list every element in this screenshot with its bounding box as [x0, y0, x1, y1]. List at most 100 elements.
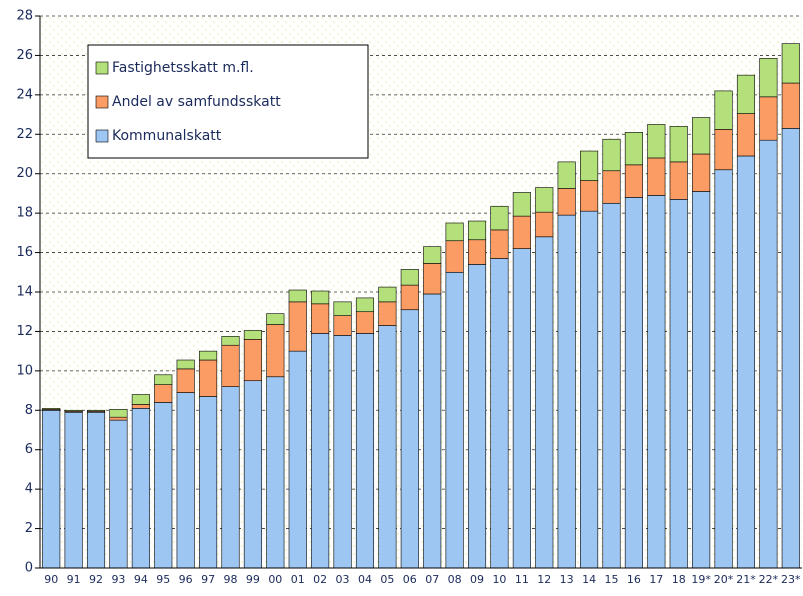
bar-segment: [154, 384, 173, 403]
bar-segment: [624, 197, 643, 569]
x-tick-label: 00: [268, 573, 282, 586]
x-tick-label: 15: [605, 573, 619, 586]
bar-segment: [42, 409, 61, 569]
x-tick-label: 20*: [714, 573, 734, 586]
bar-segment: [154, 402, 173, 569]
bar-segment: [221, 344, 240, 387]
bar-segment: [266, 324, 285, 378]
bar-segment: [355, 311, 375, 334]
bar-segment: [311, 290, 330, 305]
bar-segment: [400, 309, 419, 569]
bar-segment: [199, 359, 218, 397]
bar-segment: [467, 220, 487, 241]
bar-segment: [109, 416, 128, 421]
y-tick-label: 0: [25, 561, 33, 576]
y-tick-label: 8: [25, 403, 33, 418]
x-tick-label: 19*: [691, 573, 711, 586]
x-tick-label: 05: [380, 573, 394, 586]
x-tick-label: 98: [224, 573, 238, 586]
bar-segment: [378, 286, 397, 303]
x-tick-label: 21*: [736, 573, 756, 586]
bar-segment: [131, 394, 150, 405]
bar-segment: [266, 376, 285, 569]
y-tick-label: 28: [16, 9, 33, 24]
bar-segment: [759, 139, 778, 569]
x-tick-label: 13: [560, 573, 574, 586]
bar-segment: [288, 289, 307, 303]
bar-segment: [759, 58, 778, 98]
bar-segment: [736, 113, 756, 157]
bar-segment: [535, 187, 554, 213]
bar-segment: [647, 124, 666, 159]
bar-segment: [624, 132, 643, 166]
bar-segment: [154, 374, 173, 385]
y-tick-label: 18: [16, 206, 33, 221]
bar-segment: [692, 191, 711, 569]
y-tick-label: 10: [16, 363, 33, 378]
bar-segment: [557, 188, 576, 216]
legend-label: Kommunalskatt: [112, 128, 222, 144]
bar-segment: [445, 222, 464, 242]
bar-segment: [311, 333, 330, 569]
bar-segment: [714, 169, 733, 569]
bar-segment: [781, 82, 800, 129]
bar-segment: [423, 263, 442, 295]
x-tick-label: 91: [67, 573, 81, 586]
bar-segment: [109, 408, 128, 418]
legend-swatch: [95, 129, 109, 143]
bar-segment: [86, 409, 106, 412]
y-tick-label: 16: [16, 245, 33, 260]
y-tick-label: 20: [16, 166, 33, 181]
bar-segment: [557, 161, 576, 189]
bar-segment: [467, 264, 487, 569]
bar-segment: [535, 236, 554, 569]
bar-segment: [131, 404, 150, 409]
bar-segment: [557, 214, 576, 569]
bar-segment: [602, 138, 621, 172]
bar-segment: [669, 199, 688, 569]
x-tick-label: 06: [403, 573, 417, 586]
bar-segment: [423, 293, 442, 569]
bar-segment: [602, 202, 621, 569]
x-tick-label: 11: [515, 573, 529, 586]
bar-segment: [512, 248, 531, 569]
bar-segment: [490, 205, 509, 231]
bar-segment: [781, 128, 800, 569]
bar-segment: [288, 350, 307, 569]
x-tick-label: 93: [111, 573, 125, 586]
bar-segment: [580, 210, 599, 569]
y-tick-label: 6: [25, 442, 33, 457]
bar-segment: [243, 380, 262, 569]
bar-segment: [714, 129, 733, 171]
x-tick-label: 95: [156, 573, 170, 586]
bar-segment: [692, 117, 711, 155]
bar-segment: [131, 408, 150, 569]
bar-segment: [759, 96, 778, 141]
x-tick-label: 18: [672, 573, 686, 586]
x-tick-label: 99: [246, 573, 260, 586]
x-tick-label: 22*: [759, 573, 779, 586]
bar-segment: [602, 170, 621, 204]
bar-segment: [692, 153, 711, 192]
bar-segment: [176, 359, 195, 370]
bar-segment: [199, 396, 218, 569]
bar-segment: [378, 301, 397, 326]
bar-segment: [355, 297, 375, 313]
x-tick-label: 97: [201, 573, 215, 586]
x-tick-label: 01: [291, 573, 305, 586]
bar-segment: [535, 211, 554, 238]
bar-segment: [378, 325, 397, 569]
x-tick-label: 12: [537, 573, 551, 586]
y-tick-label: 26: [16, 48, 33, 63]
legend-swatch: [95, 95, 109, 109]
bar-segment: [781, 43, 800, 84]
x-tick-label: 17: [649, 573, 663, 586]
bar-segment: [512, 192, 531, 217]
bar-segment: [580, 150, 599, 181]
bar-segment: [467, 239, 487, 265]
y-tick-label: 12: [16, 324, 33, 339]
bar-segment: [445, 240, 464, 273]
bar-segment: [512, 215, 531, 249]
x-tick-label: 92: [89, 573, 103, 586]
